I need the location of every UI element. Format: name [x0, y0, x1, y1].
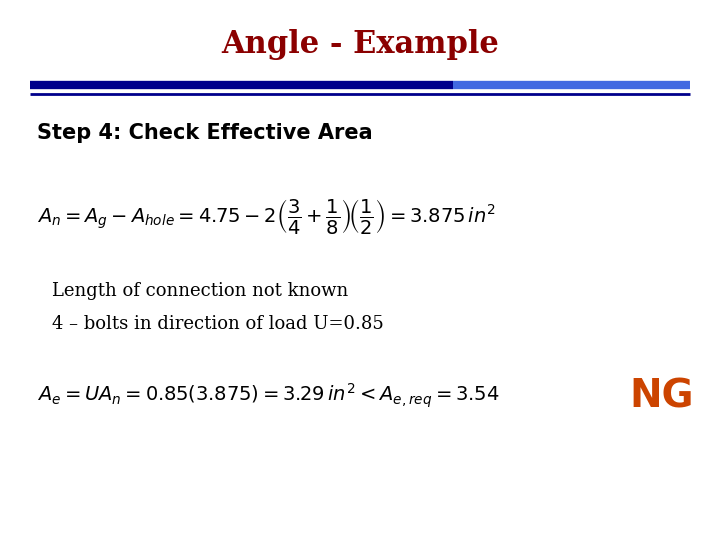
- Text: $A_e = UA_n = 0.85(3.875) = 3.29\,in^2 < A_{e,req} = 3.54$: $A_e = UA_n = 0.85(3.875) = 3.29\,in^2 <…: [37, 382, 500, 410]
- Text: 4 – bolts in direction of load U=0.85: 4 – bolts in direction of load U=0.85: [52, 315, 383, 333]
- Text: $A_n = A_g - A_{hole} = 4.75 - 2\left(\dfrac{3}{4} + \dfrac{1}{8}\right)\!\left(: $A_n = A_g - A_{hole} = 4.75 - 2\left(\d…: [37, 197, 496, 236]
- Text: Angle - Example: Angle - Example: [221, 29, 499, 60]
- Text: Step 4: Check Effective Area: Step 4: Check Effective Area: [37, 123, 373, 143]
- Text: Length of connection not known: Length of connection not known: [52, 282, 348, 300]
- Text: NG: NG: [629, 377, 693, 415]
